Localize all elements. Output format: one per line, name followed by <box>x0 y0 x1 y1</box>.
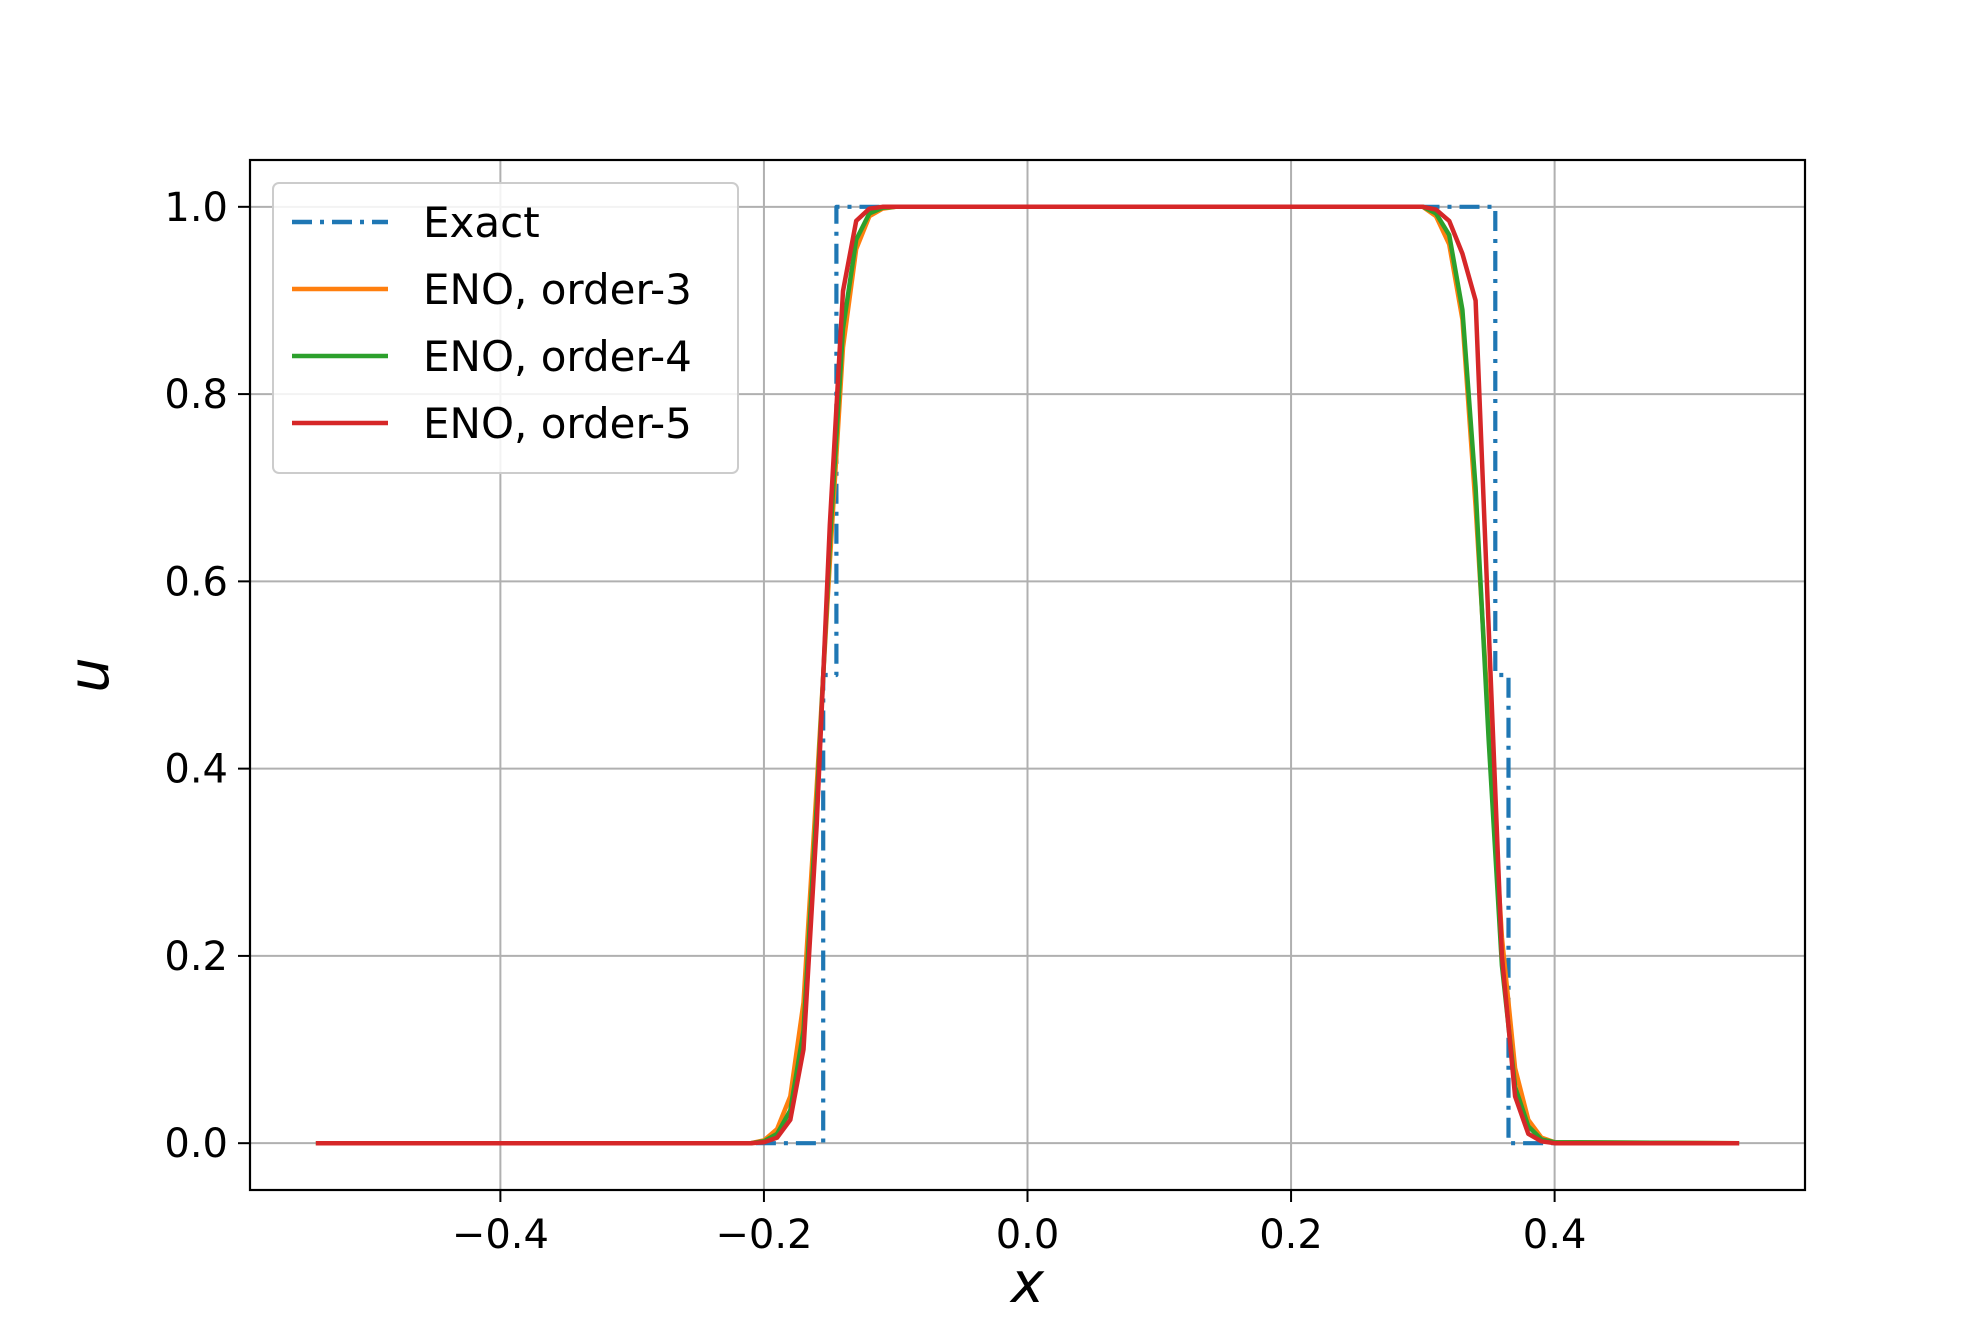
series-line-0 <box>315 204 1740 1146</box>
legend-entry-label: Exact <box>423 198 540 247</box>
y-tick-label: 1.0 <box>164 185 228 231</box>
x-tick-label: 0.4 <box>1523 1212 1587 1258</box>
legend-box <box>272 182 739 474</box>
y-tick-label: 0.4 <box>164 747 228 793</box>
legend-entry-label: ENO, order-3 <box>423 265 692 314</box>
y-tick-label: 0.2 <box>164 934 228 980</box>
x-axis-label: x <box>1009 1251 1045 1316</box>
legend-entry-label: ENO, order-4 <box>423 332 692 381</box>
y-tick-label: 0.8 <box>164 372 228 418</box>
y-axis-label: u <box>57 657 122 693</box>
y-tick-label: 0.0 <box>164 1121 228 1167</box>
legend: Exact ENO, order-3 ENO, order-4 ENO, order-… <box>272 182 739 474</box>
series-line-3 <box>315 204 1740 1146</box>
legend-entry-label: ENO, order-5 <box>423 399 692 448</box>
x-tick-label: 0.2 <box>1259 1212 1323 1258</box>
y-tick-label: 0.6 <box>164 559 228 605</box>
ticks: −0.4 −0.2 0.0 0.2 0.4 0.0 0.2 0.4 0.6 0.8 1.0 <box>164 185 1586 1258</box>
x-tick-label: 0.0 <box>996 1212 1060 1258</box>
x-tick-label: −0.2 <box>715 1212 812 1258</box>
series-layer <box>315 204 1740 1146</box>
x-tick-label: −0.4 <box>452 1212 549 1258</box>
